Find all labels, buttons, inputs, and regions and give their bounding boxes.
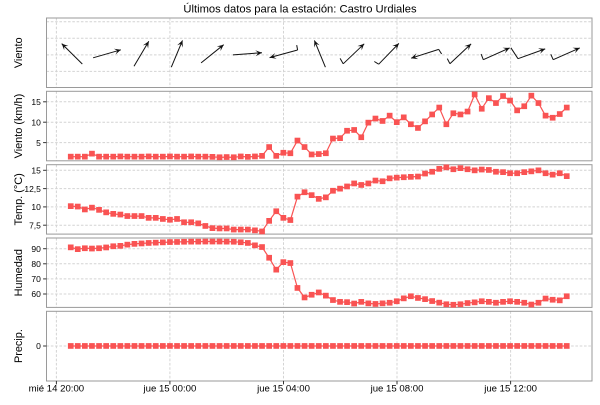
svg-text:jue 15 04:00: jue 15 04:00 xyxy=(256,384,310,395)
svg-text:Viento (km/h): Viento (km/h) xyxy=(13,94,25,159)
svg-text:Viento: Viento xyxy=(13,37,25,68)
svg-text:15: 15 xyxy=(31,166,41,176)
svg-text:15: 15 xyxy=(31,97,41,107)
svg-text:10: 10 xyxy=(31,117,41,127)
svg-text:5: 5 xyxy=(36,138,41,148)
svg-text:Precip.: Precip. xyxy=(13,329,25,363)
svg-text:0: 0 xyxy=(36,341,41,351)
svg-text:jue 15 08:00: jue 15 08:00 xyxy=(370,384,424,395)
svg-text:90: 90 xyxy=(31,244,41,254)
svg-text:10: 10 xyxy=(31,202,41,212)
svg-text:80: 80 xyxy=(31,259,41,269)
svg-text:60: 60 xyxy=(31,289,41,299)
svg-text:jue 15 12:00: jue 15 12:00 xyxy=(483,384,537,395)
svg-text:7,5: 7,5 xyxy=(29,220,41,230)
svg-text:12,5: 12,5 xyxy=(24,184,41,194)
svg-text:Temp. (°C): Temp. (°C) xyxy=(13,173,25,225)
svg-text:mié 14 20:00: mié 14 20:00 xyxy=(29,384,84,395)
svg-text:jue 15 00:00: jue 15 00:00 xyxy=(142,384,196,395)
svg-text:Humedad: Humedad xyxy=(13,249,25,296)
svg-text:70: 70 xyxy=(31,274,41,284)
svg-text:Últimos datos para la estación: Últimos datos para la estación: Castro U… xyxy=(183,3,417,16)
